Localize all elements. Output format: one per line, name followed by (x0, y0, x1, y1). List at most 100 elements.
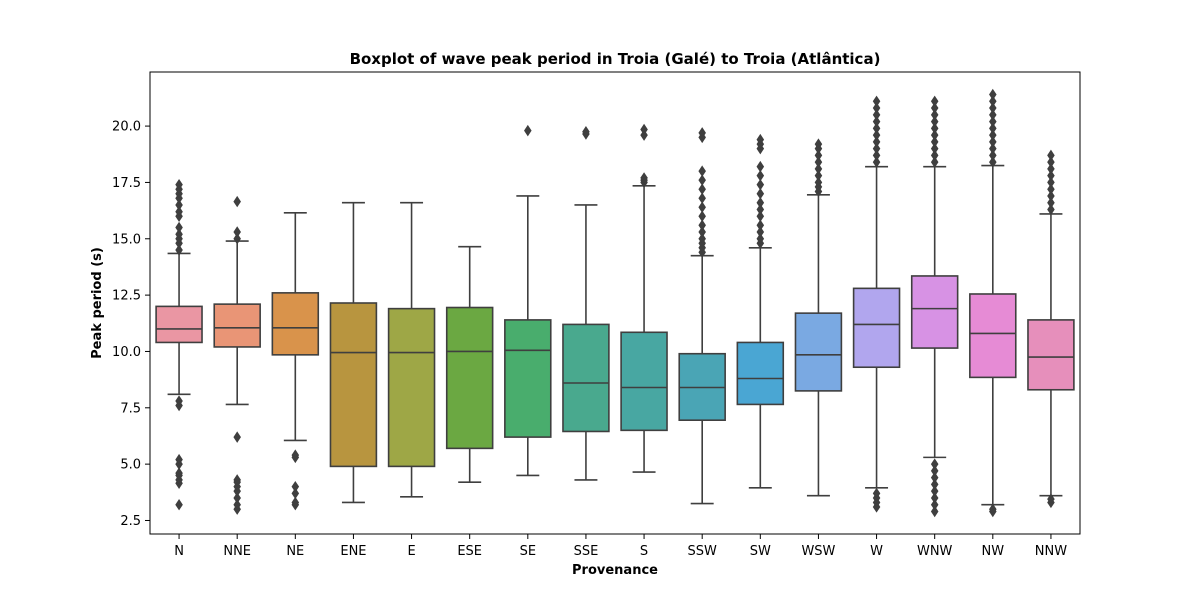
outlier-point (930, 478, 939, 491)
outlier-point (233, 195, 241, 208)
box-group-w (852, 95, 901, 513)
plot-frame (149, 71, 1081, 535)
outlier-point (698, 210, 706, 222)
outlier-point (814, 138, 823, 150)
y-tick-label: 7.5 (120, 401, 141, 416)
box-group-ese (445, 245, 494, 483)
outlier-point (989, 503, 997, 515)
y-tick-label: 15.0 (112, 232, 141, 247)
box-group-wnw (910, 95, 959, 518)
outlier-point (640, 123, 648, 136)
outlier-point (930, 142, 939, 155)
y-tick-label: 20.0 (112, 120, 141, 135)
outlier-point (872, 102, 881, 114)
x-tick-label: NE (286, 544, 304, 559)
outlier-point (756, 233, 765, 245)
outlier-point (291, 449, 300, 461)
outlier-point (291, 487, 300, 500)
outlier-point (1047, 190, 1055, 202)
box-group-e (387, 201, 436, 498)
outlier-point (640, 172, 648, 184)
outlier-point (872, 115, 881, 128)
outlier-point (756, 203, 765, 216)
outlier-point (756, 160, 765, 173)
outlier-point (175, 244, 183, 256)
y-tick-label: 17.5 (112, 176, 141, 191)
outlier-point (175, 178, 183, 191)
outlier-point (175, 199, 183, 211)
box (969, 293, 1017, 379)
box (504, 319, 552, 438)
outlier-point (1047, 203, 1055, 216)
outlier-point (233, 498, 241, 511)
box (910, 275, 959, 349)
outlier-point (175, 498, 183, 511)
box (1027, 319, 1075, 391)
outlier-point (698, 201, 706, 213)
x-tick-label: ENE (340, 544, 366, 559)
outlier-point (930, 492, 939, 504)
outlier-point (989, 115, 997, 128)
outlier-point (1047, 183, 1055, 195)
x-tick-label: SW (750, 544, 771, 559)
outlier-point (1047, 156, 1055, 168)
outlier-point (989, 95, 997, 108)
outlier-point (1047, 149, 1055, 162)
box-group-nw (969, 88, 1017, 518)
box (271, 292, 320, 356)
outlier-point (814, 169, 823, 182)
outlier-point (1047, 196, 1055, 209)
x-tick-label: NW (982, 544, 1005, 559)
outlier-point (989, 129, 997, 141)
box-group-sw (736, 133, 785, 489)
outlier-point (698, 127, 706, 139)
box-group-n (155, 178, 203, 511)
outlier-point (524, 124, 532, 137)
y-tick-label: 5.0 (120, 458, 141, 473)
outlier-point (872, 142, 881, 155)
x-tick-label: ESE (457, 544, 482, 559)
outlier-point (1047, 163, 1055, 175)
outlier-point (930, 156, 939, 168)
outlier-point (930, 458, 939, 470)
outlier-point (872, 136, 881, 148)
outlier-point (930, 136, 939, 148)
box-group-ne (271, 212, 320, 511)
outlier-point (1047, 493, 1055, 505)
outlier-point (756, 219, 765, 231)
outlier-point (1047, 176, 1055, 189)
box-group-nnw (1027, 149, 1075, 509)
outlier-point (930, 465, 939, 477)
outlier-point (175, 467, 183, 479)
outlier-point (872, 129, 881, 141)
chart-title: Boxplot of wave peak period in Troia (Ga… (350, 50, 881, 68)
x-tick-label: E (407, 544, 415, 559)
outlier-point (930, 122, 939, 135)
x-tick-label: NNW (1035, 544, 1067, 559)
box-group-nne (213, 195, 261, 515)
box (155, 305, 203, 344)
outlier-point (989, 156, 997, 168)
outlier-point (930, 149, 939, 162)
boxes-layer (155, 88, 1075, 518)
box-group-s (620, 123, 668, 473)
x-tick-label: N (174, 544, 184, 559)
box (852, 287, 901, 369)
outlier-point (291, 480, 300, 493)
outlier-point (698, 233, 706, 245)
x-tick-label: NNE (223, 544, 251, 559)
outlier-point (814, 176, 823, 189)
box (213, 303, 261, 348)
box (736, 341, 785, 406)
outlier-point (233, 492, 241, 504)
outlier-point (756, 187, 765, 200)
outlier-point (1047, 169, 1055, 182)
outlier-point (989, 109, 997, 121)
outlier-point (756, 169, 765, 182)
x-axis-label: Provenance (572, 563, 658, 578)
box-group-ssw (678, 127, 726, 505)
outlier-point (814, 149, 823, 162)
outlier-point (233, 431, 241, 443)
